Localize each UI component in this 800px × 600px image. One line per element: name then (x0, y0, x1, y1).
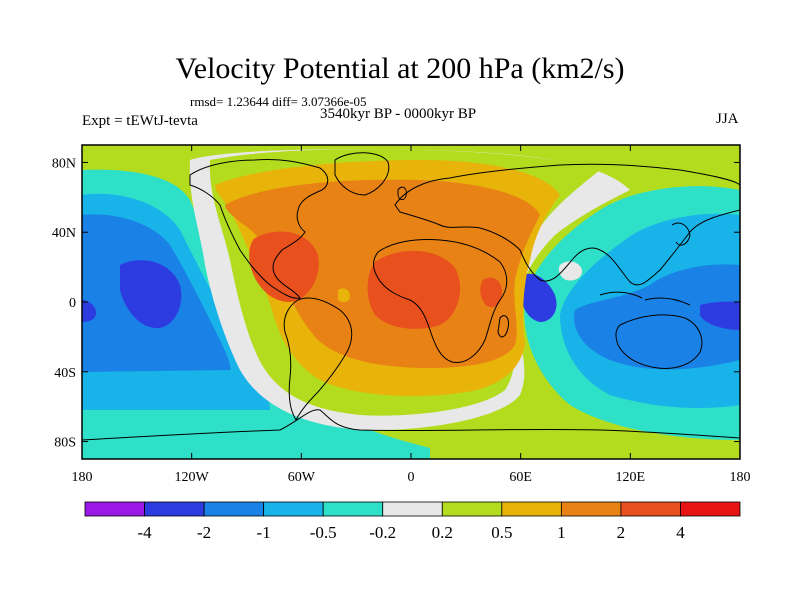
coast-japan (671, 222, 691, 246)
colorbar-label-3: -0.5 (310, 523, 337, 542)
coast-africa (373, 239, 508, 364)
colorbar-label-4: -0.2 (369, 523, 396, 542)
stats-label: rmsd= 1.23644 diff= 3.07366e-05 (190, 94, 367, 109)
lat-tick-label-4: 80S (54, 436, 76, 451)
field-small-blob-2 (338, 288, 350, 303)
field-negative-west-core (120, 260, 182, 329)
lat-tick-label-0: 80N (52, 156, 76, 171)
lat-tick-label-1: 40N (52, 226, 76, 241)
field-negative-east-core (520, 273, 557, 322)
colorbar-label-2: -1 (257, 523, 271, 542)
colorbar-box-10 (680, 501, 741, 517)
colorbar-box-1 (144, 501, 205, 517)
lon-tick-label-1: 120W (175, 470, 210, 485)
lon-tick-label-6: 180 (730, 470, 751, 485)
coast-indonesia (599, 291, 691, 306)
coast-madagascar (497, 315, 509, 338)
coast-antarctica (82, 409, 740, 441)
lon-tick-label-0: 180 (72, 470, 93, 485)
field-positive-4b (367, 250, 460, 329)
experiment-label: Expt = tEWtJ-tevta (82, 113, 198, 129)
lon-tick-label-2: 60W (288, 470, 316, 485)
colorbar: -4 -2 -1 -0.5 -0.2 0.2 0.5 1 2 4 (84, 501, 741, 542)
field-negative-east-3 (574, 264, 740, 370)
colorbar-box-5 (382, 501, 443, 517)
coast-uk (397, 186, 407, 201)
colorbar-label-5: 0.2 (432, 523, 453, 542)
field-positive-4a (249, 231, 319, 302)
latitude-axis: 80N 40N 0 40S 80S (52, 156, 740, 451)
colorbar-box-4 (322, 501, 384, 517)
colorbar-box-2 (203, 501, 265, 517)
coast-eurasia (394, 163, 740, 286)
coast-north-america (189, 159, 329, 299)
colorbar-label-6: 0.5 (491, 523, 512, 542)
coast-australia (615, 314, 703, 369)
field-negative-edge-core (82, 300, 96, 322)
season-label: JJA (716, 111, 739, 127)
colorbar-box-7 (501, 501, 562, 517)
field-negative-east-core-2 (700, 301, 740, 330)
lat-tick-label-2: 0 (69, 296, 76, 311)
colorbar-box-0 (84, 501, 145, 517)
lat-tick-label-3: 40S (54, 366, 76, 381)
coast-south-america (283, 297, 353, 422)
colorbar-label-1: -2 (197, 523, 211, 542)
colorbar-label-0: -4 (137, 523, 152, 542)
colorbar-label-7: 1 (557, 523, 566, 542)
colorbar-box-6 (441, 501, 503, 517)
colorbar-box-8 (560, 501, 622, 517)
lon-tick-label-4: 60E (509, 470, 532, 485)
plot-title: Velocity Potential at 200 hPa (km2/s) (175, 52, 625, 85)
lon-tick-label-5: 120E (616, 470, 646, 485)
contour-field (82, 145, 740, 459)
coast-greenland (334, 152, 390, 196)
colorbar-label-9: 4 (676, 523, 685, 542)
colorbar-label-8: 2 (617, 523, 626, 542)
field-positive-4c (480, 277, 502, 308)
coastlines (82, 152, 740, 441)
longitude-axis: 180 120W 60W 0 60E 120E 180 (72, 145, 751, 485)
period-label: 3540kyr BP - 0000kyr BP (320, 106, 477, 122)
colorbar-box-3 (263, 501, 324, 517)
colorbar-box-9 (620, 501, 681, 517)
field-small-blob-1 (558, 261, 583, 281)
lon-tick-label-3: 0 (408, 470, 415, 485)
